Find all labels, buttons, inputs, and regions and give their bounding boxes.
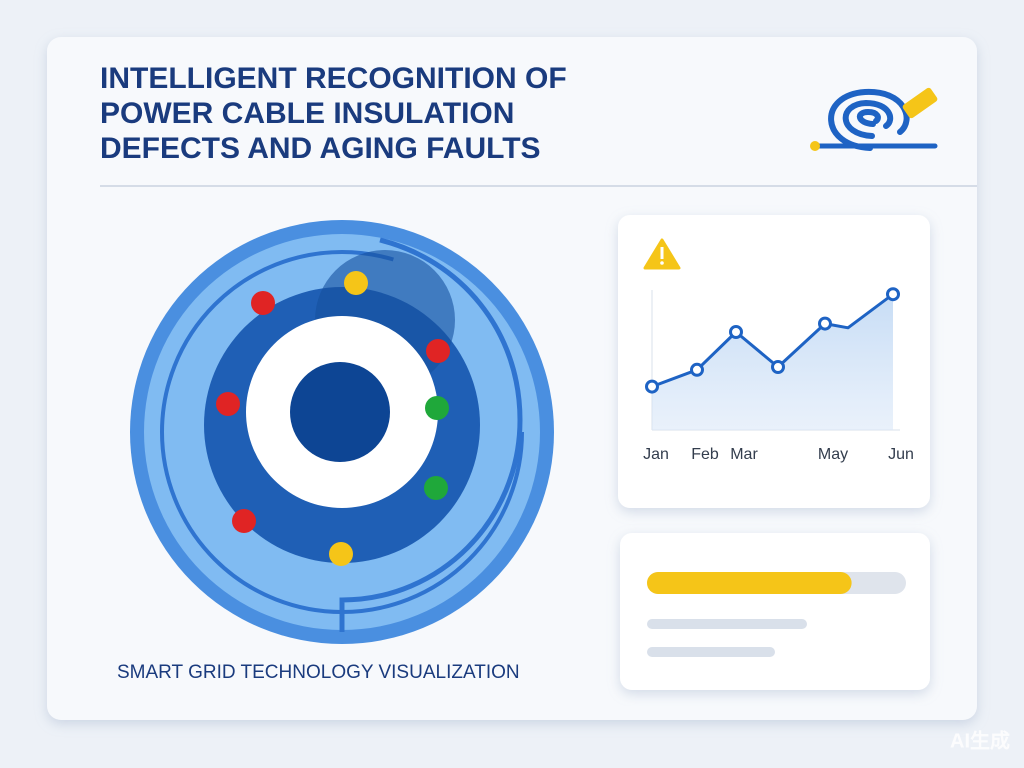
point	[771, 360, 785, 374]
text-placeholder	[647, 647, 775, 657]
logo-accent	[902, 87, 938, 119]
logo-dot	[810, 141, 820, 151]
defect-dot	[251, 291, 275, 315]
ok-dot	[425, 396, 449, 420]
defect-dot	[232, 509, 256, 533]
point	[729, 325, 743, 339]
progress	[647, 572, 852, 594]
cable-diagram	[130, 220, 554, 644]
point	[645, 379, 659, 394]
point	[818, 316, 832, 331]
layer-line	[339, 237, 523, 632]
point	[690, 362, 704, 377]
ok-dot	[424, 476, 448, 500]
progress-fill	[647, 572, 852, 594]
watermark: AI生成	[950, 728, 1010, 752]
area	[652, 294, 893, 430]
warning-mark	[660, 261, 664, 265]
layer-line	[160, 250, 524, 614]
title-line: POWER CABLE INSULATION	[100, 97, 514, 130]
text-placeholder	[647, 619, 807, 629]
progress-card	[620, 533, 930, 690]
plot: Jan Feb Mar May Jun	[643, 287, 914, 463]
title-line: INTELLIGENT RECOGNITION OF	[100, 62, 567, 95]
x-tick-label: Jan	[643, 446, 669, 463]
warning-mark	[660, 247, 664, 259]
warning-dot	[344, 271, 368, 295]
logo	[812, 88, 938, 151]
caption: SMART GRID TECHNOLOGY VISUALIZATION	[117, 662, 520, 683]
x-tick-label: Mar	[730, 446, 758, 463]
x-tick-label: Feb	[691, 446, 719, 463]
defect-dot	[216, 392, 240, 416]
point	[886, 287, 900, 302]
conductor	[290, 362, 390, 462]
defect-points	[216, 271, 450, 566]
title-line: DEFECTS AND AGING FAULTS	[100, 132, 541, 165]
x-tick-label: Jun	[888, 446, 914, 463]
title: INTELLIGENT RECOGNITION OF POWER CABLE I…	[100, 62, 567, 165]
defect-dot	[426, 339, 450, 363]
warning-dot	[329, 542, 353, 566]
x-tick-label: May	[818, 446, 848, 463]
